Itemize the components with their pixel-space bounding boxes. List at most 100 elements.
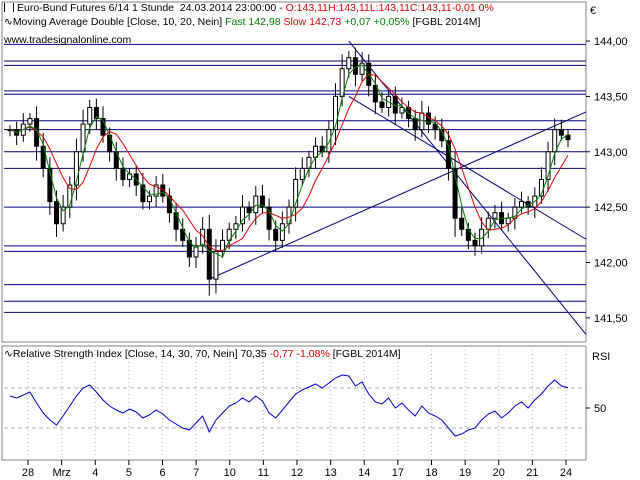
ma-slow-value: Slow 142,73 xyxy=(283,16,342,28)
price-candle-body xyxy=(213,250,219,280)
ohlc-close: C:143,11 xyxy=(409,2,452,14)
slow-ma-line xyxy=(9,73,569,251)
price-candle-body xyxy=(519,201,524,208)
bar-datetime: 24.03.2014 23:00:00 xyxy=(179,2,277,14)
fast-ma-line xyxy=(9,64,569,258)
price-candle-body xyxy=(485,217,491,230)
rsi-value: 70,35 xyxy=(240,348,267,360)
price-candle-body xyxy=(452,167,458,219)
x-tick-label: 11 xyxy=(258,467,269,479)
x-axis: 28 Mrz 4 5 6 7 10 11 12 13 14 17 18 19 20 21 24 xyxy=(22,460,572,479)
rsi-y-axis: 50 xyxy=(586,403,606,415)
price-candle-body xyxy=(472,239,478,247)
legend-candle-icon xyxy=(4,3,14,12)
price-candle-body xyxy=(153,184,159,197)
y-tick-label: 142,50 xyxy=(594,202,628,214)
price-candle-body xyxy=(346,57,352,70)
price-candle-body xyxy=(253,195,259,214)
price-candle-body xyxy=(259,195,265,208)
price-candle-body xyxy=(193,245,199,258)
price-candle-body xyxy=(359,62,365,75)
x-tick-label: Mrz xyxy=(52,467,70,479)
grid xyxy=(27,346,567,458)
rsi-line xyxy=(9,374,569,437)
price-candle-body xyxy=(120,167,126,180)
x-tick-label: 19 xyxy=(459,467,471,479)
price-candle-body xyxy=(206,228,212,280)
price-candle-body xyxy=(412,118,418,131)
price-candle-body xyxy=(479,228,485,247)
ma-symbol: [FGBL 2014M] xyxy=(412,16,481,28)
price-candle-body xyxy=(240,206,245,225)
price-candle-body xyxy=(372,84,378,103)
y-tick-label: 141,50 xyxy=(594,313,628,325)
ohlc-low: L:143,11 xyxy=(369,2,410,14)
currency-label: € xyxy=(590,5,596,17)
y-tick-label: 144,00 xyxy=(594,36,628,48)
price-candle-body xyxy=(545,151,551,180)
price-candle-body xyxy=(147,195,152,203)
rsi-header: ∿Relative Strength Index [Close, 14, 30,… xyxy=(4,348,401,361)
x-tick-label: 5 xyxy=(126,467,132,479)
horizontal-levels xyxy=(4,43,586,313)
price-candle-body xyxy=(246,206,252,214)
x-tick-label: 18 xyxy=(425,467,437,479)
price-candle-body xyxy=(419,112,425,131)
y-tick-label: 143,50 xyxy=(594,91,628,103)
rsi-symbol: [FGBL 2014M] xyxy=(332,348,401,360)
y-tick-label: 143,00 xyxy=(594,147,628,159)
price-header-line1: Euro-Bund Futures 6/14 1 Stunde 24.03.20… xyxy=(4,2,494,15)
price-candle-body xyxy=(379,101,385,109)
price-candle-body xyxy=(47,167,53,203)
price-candle-body xyxy=(286,206,292,225)
x-tick-label: 7 xyxy=(193,467,199,479)
ma-fast-value: Fast 142,98 xyxy=(225,16,281,28)
ma-icon: ∿ xyxy=(4,16,13,28)
price-candle-body xyxy=(299,167,305,180)
price-candle-body xyxy=(73,151,79,186)
rsi-panel xyxy=(1,345,587,461)
x-tick-label: 14 xyxy=(358,467,370,479)
rsi-change: -0,77 -1,08% xyxy=(269,348,330,360)
price-header-line2: ∿Moving Average Double [Close, 10, 20, N… xyxy=(4,16,480,29)
x-tick-label: 13 xyxy=(325,467,337,479)
x-tick-label: 6 xyxy=(159,467,165,479)
x-tick-label: 28 xyxy=(22,467,34,479)
price-series xyxy=(7,47,571,296)
price-candle-body xyxy=(60,206,66,225)
instrument-title: Euro-Bund Futures 6/14 1 Stunde xyxy=(17,2,175,14)
x-tick-label: 4 xyxy=(92,467,98,479)
price-candle-body xyxy=(200,228,206,247)
watermark: www.tradesignalonline.com xyxy=(4,34,132,46)
price-candle-body xyxy=(492,212,498,219)
price-candle-body xyxy=(432,123,438,131)
x-tick-label: 17 xyxy=(392,467,404,479)
price-candle-body xyxy=(180,228,186,241)
fan-line xyxy=(348,96,587,240)
price-candle-body xyxy=(67,184,73,208)
price-candle-body xyxy=(87,107,93,125)
price-y-axis: 144,00 143,50 143,00 142,50 142,00 141,50 xyxy=(586,36,628,325)
rsi-tick-label: 50 xyxy=(594,403,606,415)
price-candle-body xyxy=(140,184,146,203)
ohlc-open: O:143,11 xyxy=(285,2,328,14)
price-panel xyxy=(1,1,587,343)
price-candle-body xyxy=(459,217,465,230)
price-candle-body xyxy=(273,228,279,241)
x-tick-label: 10 xyxy=(224,467,236,479)
x-tick-label: 21 xyxy=(526,467,538,479)
uptrend-line xyxy=(209,111,587,280)
ohlc-high: H:143,11 xyxy=(327,2,370,14)
price-candle-body xyxy=(160,184,166,197)
price-candle-body xyxy=(233,223,239,230)
y-tick-label: 142,00 xyxy=(594,258,628,270)
price-candle-body xyxy=(220,239,226,252)
price-candle-body xyxy=(279,223,285,241)
price-candle-body xyxy=(266,206,272,230)
price-candle-body xyxy=(293,178,299,208)
rsi-guides xyxy=(4,387,586,429)
price-candle-body xyxy=(399,107,405,114)
price-candle-body xyxy=(558,129,564,136)
price-candle-body xyxy=(54,201,59,225)
